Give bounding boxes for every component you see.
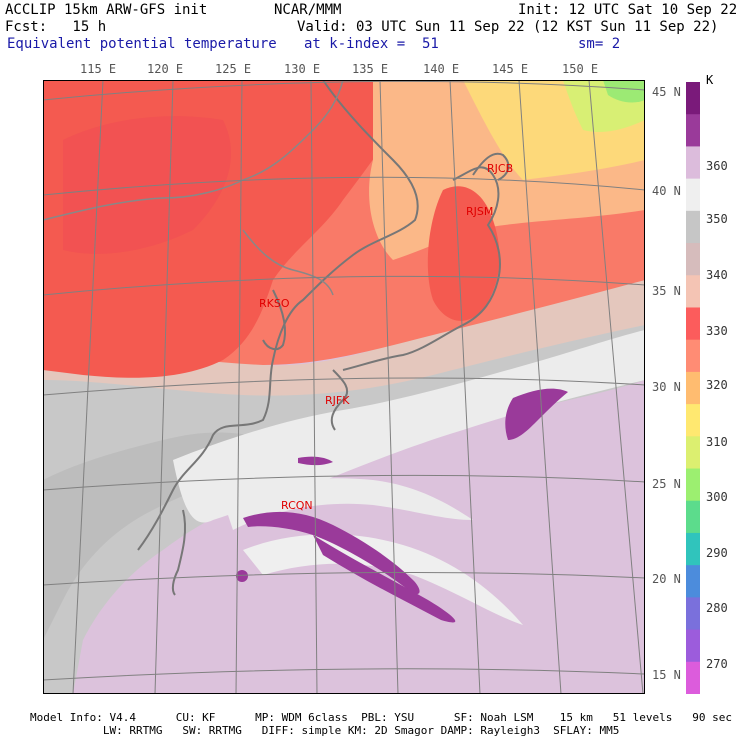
init-time: Init: 12 UTC Sat 10 Sep 22 (518, 2, 738, 18)
lat-label: 40 N (652, 184, 681, 198)
colorbar-swatch (686, 146, 700, 180)
theta-e-map: RJCB RJSM RKSO RJFK RCQN (43, 80, 645, 694)
level-label: at k-index = 51 (304, 36, 439, 52)
station-label-rjsm: RJSM (466, 205, 493, 218)
lon-label: 125 E (215, 62, 252, 76)
smoothing-label: sm= 2 (578, 36, 621, 52)
colorbar-swatch (686, 661, 700, 694)
colorbar-swatch (686, 629, 700, 663)
lat-label: 25 N (652, 477, 681, 491)
colorbar-label: 360 (706, 159, 728, 173)
colorbar-swatch (686, 339, 700, 373)
field-name: Equivalent potential temperature (7, 36, 277, 52)
colorbar-label: 350 (706, 212, 728, 226)
colorbar-swatch (686, 371, 700, 405)
lon-label: 150 E (562, 62, 599, 76)
colorbar-swatch (686, 436, 700, 470)
lon-label: 130 E (284, 62, 321, 76)
colorbar-swatch (686, 597, 700, 631)
colorbar-swatch (686, 532, 700, 566)
lon-label: 145 E (492, 62, 529, 76)
colorbar-swatch (686, 114, 700, 147)
lat-label: 30 N (652, 380, 681, 394)
model-info-line2: LW: RRTMG SW: RRTMG DIFF: simple KM: 2D … (30, 724, 620, 737)
station-label-rcqn: RCQN (281, 499, 313, 512)
colorbar-swatch (686, 307, 700, 341)
model-title: ACCLIP 15km ARW-GFS init (5, 2, 208, 18)
lat-label: 15 N (652, 668, 681, 682)
lat-label: 20 N (652, 572, 681, 586)
station-label-rkso: RKSO (259, 297, 290, 310)
colorbar-label: 300 (706, 490, 728, 504)
colorbar-swatch (686, 275, 700, 308)
colorbar-swatch (686, 565, 700, 598)
colorbar-unit: K (706, 73, 714, 87)
colorbar-swatch (686, 210, 700, 244)
colorbar-swatch (686, 82, 700, 115)
colorbar-label: 270 (706, 657, 728, 671)
colorbar-swatch (686, 404, 700, 437)
colorbar-swatch (686, 468, 700, 502)
station-label-rjcb: RJCB (487, 162, 513, 175)
forecast-hour: Fcst: 15 h (5, 19, 107, 35)
colorbar-swatch (686, 178, 700, 212)
lat-label: 35 N (652, 284, 681, 298)
valid-time: Valid: 03 UTC Sun 11 Sep 22 (12 KST Sun … (297, 19, 719, 35)
colorbar-label: 290 (706, 546, 728, 560)
colorbar-swatch (686, 243, 700, 276)
colorbar-label: 310 (706, 435, 728, 449)
model-info-line1: Model Info: V4.4 CU: KF MP: WDM 6class P… (30, 711, 732, 724)
colorbar (686, 82, 700, 694)
lon-label: 135 E (352, 62, 389, 76)
station-label-rjfk: RJFK (325, 394, 350, 407)
lon-label: 140 E (423, 62, 460, 76)
lat-label: 45 N (652, 85, 681, 99)
colorbar-label: 280 (706, 601, 728, 615)
colorbar-label: 320 (706, 378, 728, 392)
org-label: NCAR/MMM (274, 2, 342, 18)
colorbar-label: 340 (706, 268, 728, 282)
colorbar-label: 330 (706, 324, 728, 338)
lon-label: 120 E (147, 62, 184, 76)
lon-label: 115 E (80, 62, 117, 76)
colorbar-swatch (686, 500, 700, 534)
